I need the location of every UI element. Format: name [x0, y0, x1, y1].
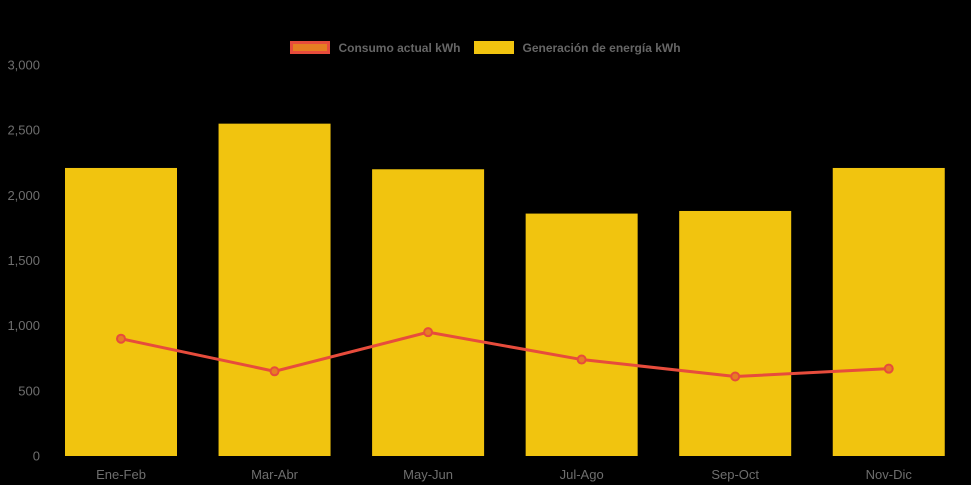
x-tick-label-ene-feb: Ene-Feb [96, 467, 146, 482]
y-tick-label-0: 0 [33, 449, 40, 464]
chart-legend: Consumo actual kWh Generación de energía… [0, 41, 971, 54]
line-consumo-actual [120, 330, 889, 379]
legend-swatch-consumo-actual [290, 41, 331, 54]
y-tick-label-2000: 2,000 [7, 188, 40, 203]
legend-swatch-generacion-energia [474, 41, 515, 54]
point-mar-abr[interactable] [269, 366, 280, 377]
x-tick-label-jul-ago: Jul-Ago [560, 467, 604, 482]
bar-nov-dic[interactable] [832, 167, 945, 457]
bar-ene-feb[interactable] [65, 167, 177, 457]
y-tick-label-3000: 3,000 [7, 58, 40, 73]
x-tick-label-may-jun: May-Jun [403, 467, 453, 482]
y-tick-label-2500: 2,500 [7, 123, 40, 138]
bar-sep-oct[interactable] [679, 210, 792, 456]
y-tick-label-1500: 1,500 [7, 253, 40, 268]
legend-label-consumo-actual: Consumo actual kWh [338, 40, 461, 55]
point-sep-oct[interactable] [730, 371, 741, 382]
point-jul-ago[interactable] [576, 354, 587, 365]
legend-item-consumo-actual[interactable]: Consumo actual kWh [290, 41, 460, 54]
x-tick-label-sep-oct: Sep-Oct [711, 467, 759, 482]
y-tick-label-1000: 1,000 [7, 318, 40, 333]
legend-item-generacion-energia[interactable]: Generación de energía kWh [474, 40, 681, 55]
legend-label-generacion-energia: Generación de energía kWh [522, 40, 681, 55]
x-tick-label-mar-abr: Mar-Abr [251, 467, 299, 482]
y-tick-label-500: 500 [18, 383, 40, 398]
point-nov-dic[interactable] [883, 363, 894, 374]
bar-may-jun[interactable] [372, 169, 485, 456]
bar-mar-abr[interactable] [218, 123, 331, 457]
bar-jul-ago[interactable] [525, 213, 638, 456]
point-ene-feb[interactable] [116, 333, 126, 344]
point-may-jun[interactable] [423, 327, 434, 338]
x-tick-label-nov-dic: Nov-Dic [866, 467, 913, 482]
